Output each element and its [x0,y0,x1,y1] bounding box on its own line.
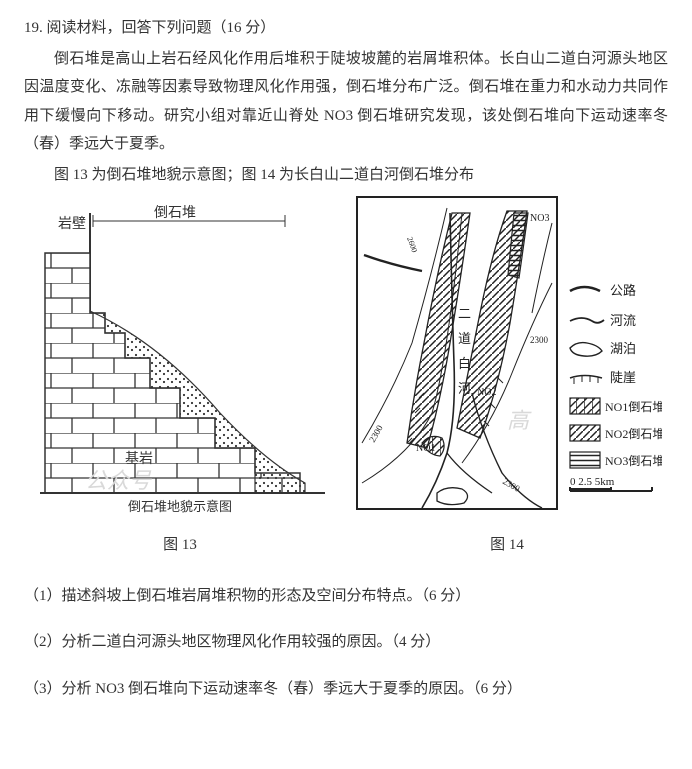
pt-no3: NO3 [530,213,549,224]
river-char-3: 河 [458,381,471,396]
legend: 公路 河流 湖泊 陡崖 NO1倒石堆 NO2倒石堆 [570,283,662,491]
caption-line: 图 13 为倒石堆地貌示意图；图 14 为长白山二道白河倒石堆分布 [24,161,668,190]
watermark-2: 高 [507,408,532,433]
figure-14: 2600 2300 2300 2300 NO1 NO2 NO3 二 道 白 河 … [352,193,662,560]
legend-1: 河流 [610,313,636,328]
pt-no1: NO1 [416,443,435,454]
sub-questions: （1）描述斜坡上倒石堆岩屑堆积物的形态及空间分布特点。（6 分） （2）分析二道… [24,582,668,704]
figures-row: 岩壁 倒石堆 [24,193,668,560]
legend-0: 公路 [610,283,636,298]
river-char-1: 道 [458,331,471,346]
contour-label-1: 2300 [530,335,549,345]
label-bedrock: 基岩 [125,450,153,467]
question-3: （3）分析 NO3 倒石堆向下运动速率冬（春）季远大于夏季的原因。（6 分） [24,675,668,704]
figure-14-svg: 2600 2300 2300 2300 NO1 NO2 NO3 二 道 白 河 … [352,193,662,513]
question-2: （2）分析二道白河源头地区物理风化作用较强的原因。（4 分） [24,628,668,657]
figure-13-label: 图 13 [163,531,197,560]
figure-13-svg: 岩壁 倒石堆 [30,193,330,513]
legend-3: 陡崖 [610,370,636,385]
figure-14-label: 图 14 [490,531,524,560]
legend-5: NO2倒石堆 [605,427,662,441]
figure-13: 岩壁 倒石堆 [30,193,330,560]
question-heading: 19. 阅读材料，回答下列问题（16 分） [24,14,668,43]
watermark-1: 公众号 [85,468,152,493]
passage-text: 倒石堆是高山上岩石经风化作用后堆积于陡坡坡麓的岩屑堆积体。长白山二道白河源头地区… [24,45,668,159]
fig13-inner-caption: 倒石堆地貌示意图 [128,499,232,513]
river-char-0: 二 [458,306,471,321]
scale-text: 0 2.5 5km [570,476,615,488]
legend-6: NO3倒石堆 [605,454,662,468]
pt-no2: NO2 [477,387,496,398]
legend-2: 湖泊 [610,341,636,356]
legend-4: NO1倒石堆 [605,400,662,414]
label-cliff: 岩壁 [58,216,86,232]
river-char-2: 白 [458,356,471,371]
label-talus: 倒石堆 [154,205,196,221]
question-1: （1）描述斜坡上倒石堆岩屑堆积物的形态及空间分布特点。（6 分） [24,582,668,611]
